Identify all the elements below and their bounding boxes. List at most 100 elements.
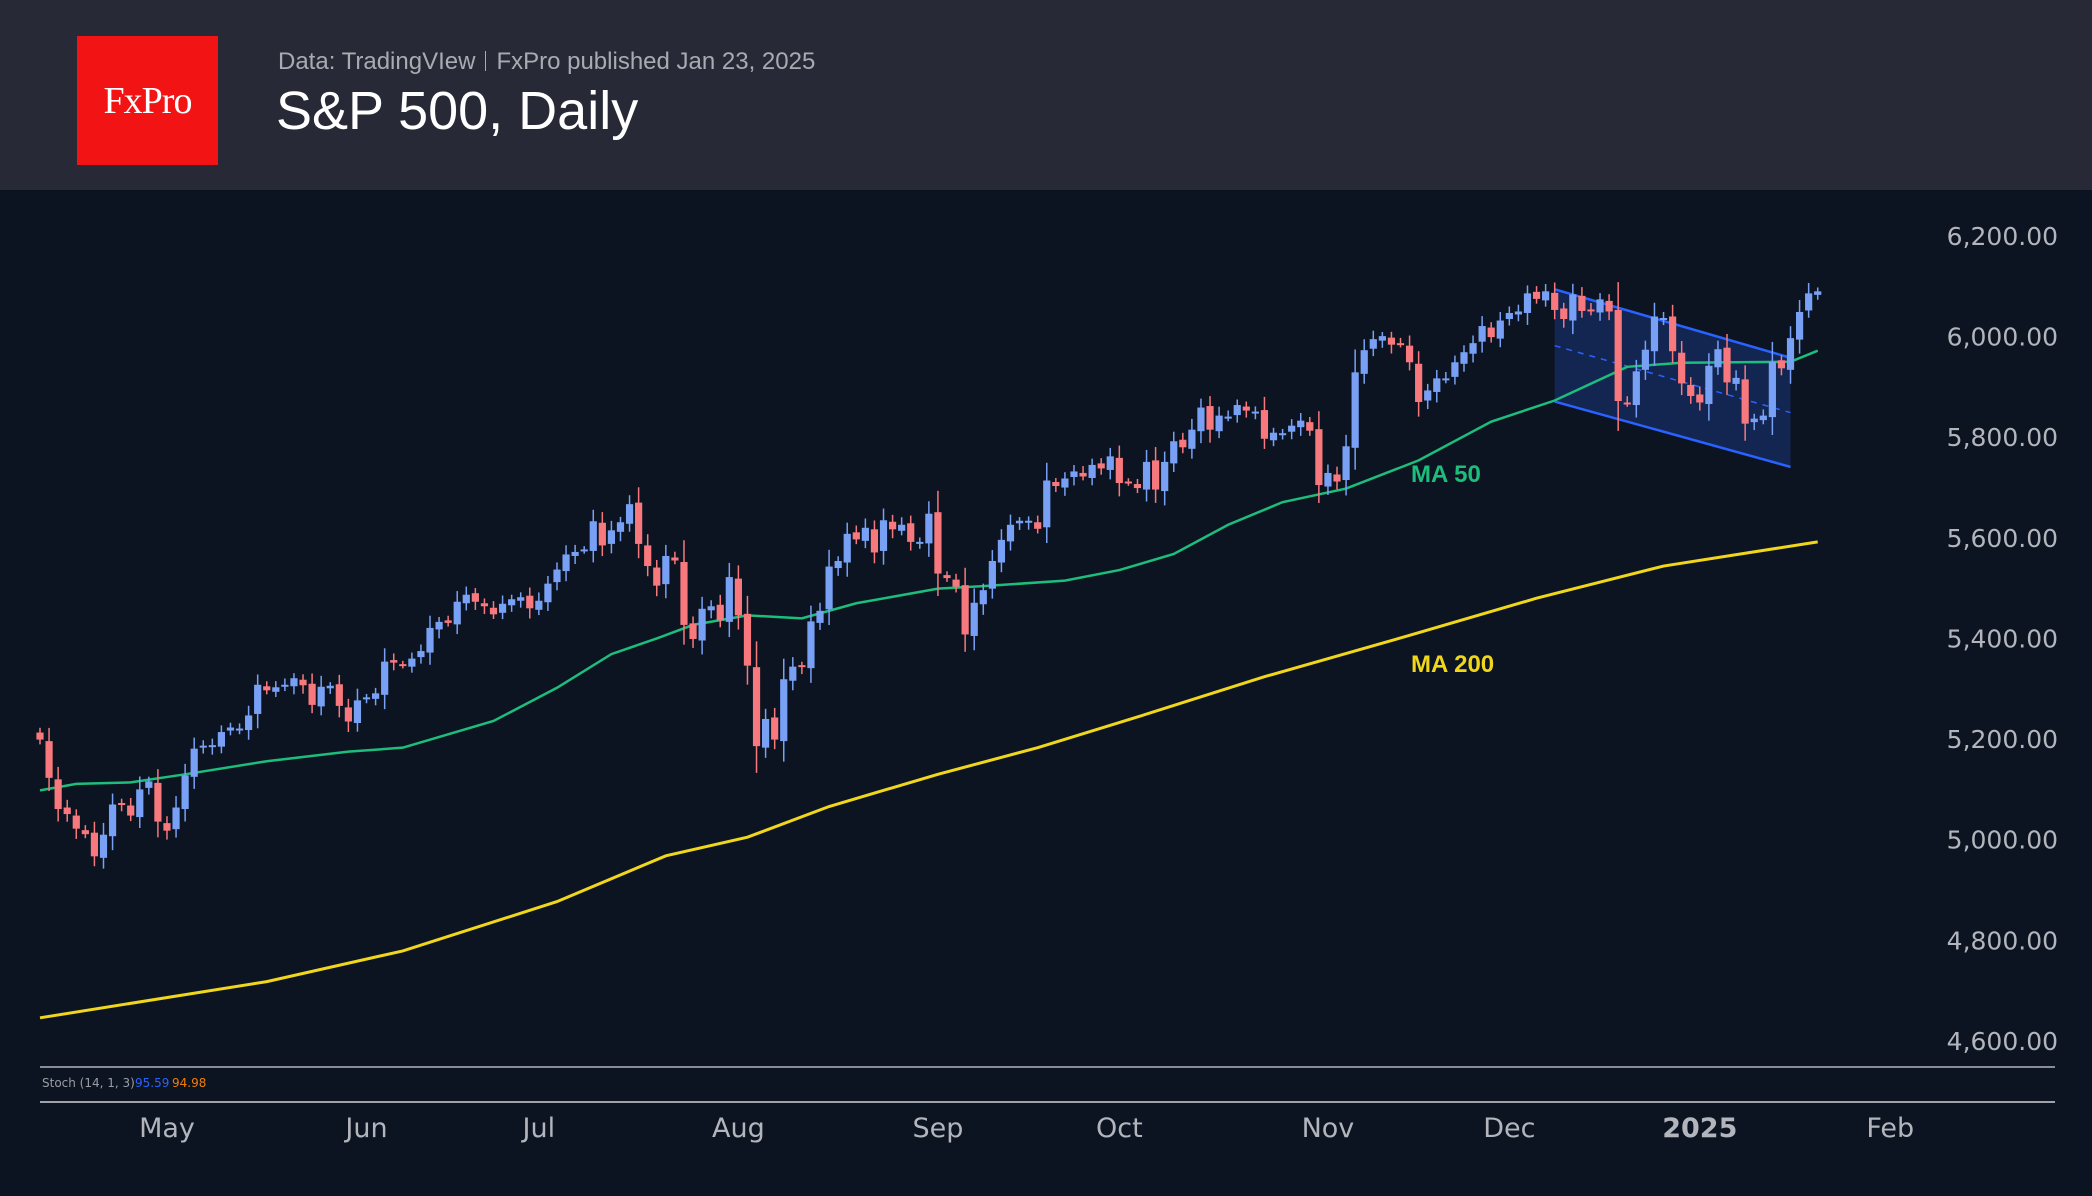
candle: [344, 698, 352, 733]
candle: [743, 595, 752, 685]
candle-body: [72, 815, 80, 829]
candle-body: [1070, 471, 1078, 477]
candle-body: [1360, 350, 1368, 374]
candle: [716, 594, 724, 628]
candle: [1750, 413, 1758, 431]
candle: [526, 587, 534, 619]
y-tick-label: 5,000.00: [1947, 826, 2058, 855]
candle: [136, 776, 144, 829]
candle-body: [598, 522, 606, 546]
candle-body: [752, 667, 761, 747]
candle-body: [1741, 379, 1749, 424]
candle: [780, 658, 788, 762]
candle: [988, 550, 996, 599]
candle-body: [226, 727, 235, 731]
candle-body: [245, 715, 253, 731]
candle: [852, 525, 860, 545]
candle: [1342, 434, 1350, 496]
candle-body: [952, 579, 960, 587]
candle: [571, 544, 579, 565]
candle: [707, 600, 715, 619]
candle: [1632, 359, 1640, 418]
candle: [281, 678, 289, 692]
candle: [1641, 340, 1649, 380]
candle-body: [1587, 309, 1595, 312]
candle: [1025, 516, 1033, 530]
candle: [1687, 377, 1695, 404]
candle-body: [1387, 337, 1396, 345]
candle-body: [1306, 422, 1314, 431]
candle: [226, 722, 235, 736]
candle-body: [471, 593, 479, 602]
candle: [1505, 306, 1513, 326]
candle-body: [453, 601, 461, 625]
candle: [580, 546, 588, 554]
candle: [1424, 383, 1432, 410]
candle-body: [1006, 524, 1015, 542]
candle-body: [154, 782, 162, 822]
candle: [843, 522, 851, 577]
candle: [825, 549, 833, 626]
candle: [1179, 432, 1187, 454]
candle: [916, 537, 924, 549]
candle: [1070, 465, 1078, 486]
candle: [698, 596, 706, 655]
candle-body: [1795, 311, 1804, 340]
candle-body: [861, 527, 869, 541]
chart-header: FxPro Data: TradingVIew FxPro published J…: [0, 0, 2092, 190]
candle-body: [172, 807, 180, 830]
candle: [1215, 406, 1223, 439]
candle-body: [1288, 425, 1296, 432]
candle-body: [1396, 343, 1405, 346]
candle-body: [1333, 474, 1341, 482]
candle: [1523, 285, 1532, 325]
candle-body: [725, 577, 733, 622]
candle-body: [353, 700, 362, 724]
y-tick-label: 6,200.00: [1947, 222, 2058, 251]
x-tick-label: Jul: [521, 1113, 556, 1144]
candle-body: [1088, 464, 1096, 478]
candle-body: [771, 717, 779, 740]
candle: [1015, 517, 1024, 530]
chart-subtitle: Data: TradingVIew FxPro published Jan 23,…: [278, 48, 815, 76]
candle-body: [1805, 293, 1813, 311]
candle-body: [970, 602, 978, 636]
candle-body: [1723, 347, 1731, 383]
candle-body: [217, 732, 225, 747]
candle-body: [979, 590, 987, 605]
candle-body: [1614, 309, 1622, 402]
y-tick-label: 5,600.00: [1947, 524, 2058, 553]
candle-body: [644, 545, 652, 567]
candle: [208, 738, 216, 755]
channel-middle-line: [1554, 344, 1791, 414]
ma200-layer: [39, 540, 1818, 1020]
candle-body: [1224, 416, 1232, 419]
candle: [90, 821, 99, 867]
y-tick-label: 5,200.00: [1947, 725, 2058, 754]
candle-body: [1405, 345, 1414, 363]
fxpro-logo: FxPro: [77, 36, 218, 165]
candle-body: [1061, 478, 1069, 488]
x-tick-label: Sep: [912, 1113, 963, 1144]
y-axis: 6,200.00 6,000.00 5,800.00 5,600.00 5,400.00…: [1947, 222, 2058, 1056]
candle-body: [1233, 405, 1241, 416]
candle-body: [1034, 522, 1042, 529]
candle: [1288, 419, 1296, 440]
candle: [798, 661, 806, 675]
candle: [1496, 311, 1504, 348]
candle: [625, 495, 634, 532]
candle-body: [716, 604, 724, 621]
candle: [752, 641, 761, 773]
logo-text: FxPro: [103, 79, 193, 122]
candle: [517, 592, 525, 608]
candle-body: [199, 745, 207, 748]
candle: [299, 674, 307, 694]
candle: [762, 708, 770, 758]
candle: [1460, 345, 1468, 372]
candle: [308, 673, 316, 714]
candle-body: [1179, 439, 1187, 448]
candle-body: [780, 679, 788, 742]
x-axis: May Jun Jul Aug Sep Oct Nov Dec 2025 Feb: [139, 1113, 1914, 1144]
candle-body: [888, 521, 897, 530]
candle: [154, 769, 162, 838]
